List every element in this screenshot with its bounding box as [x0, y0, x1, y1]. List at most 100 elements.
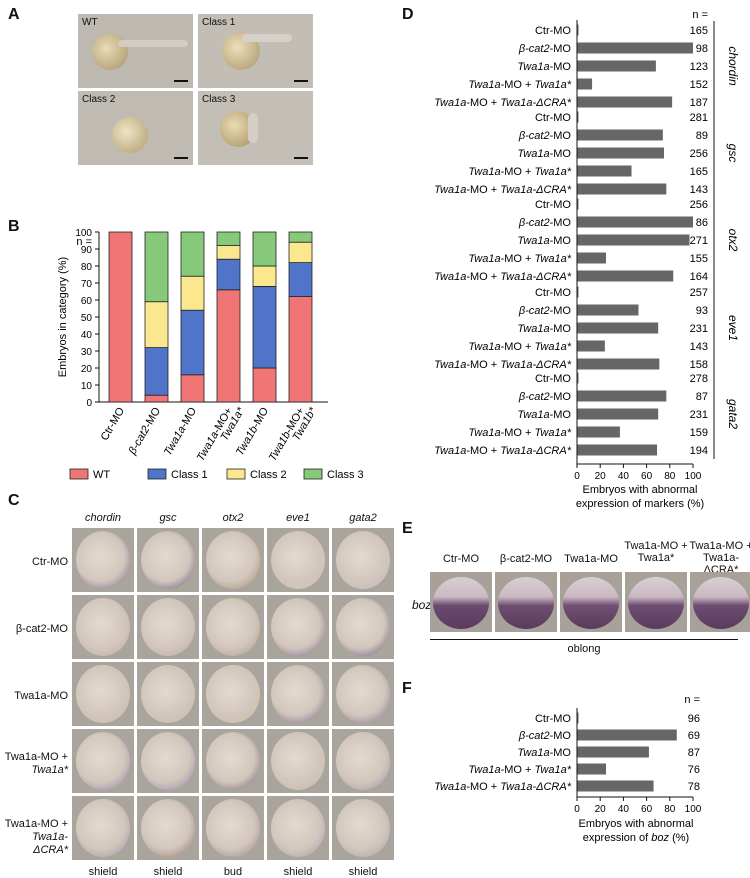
- panel-letter-f: F: [402, 680, 412, 697]
- bar-segment: [108, 231, 133, 403]
- x-tick-label: 100: [685, 804, 702, 815]
- photo-class-1: Class 1: [198, 14, 313, 88]
- y-tick-label: 10: [81, 381, 93, 392]
- row-label-line: Twa1a-MO +: [4, 818, 68, 830]
- panel-letter-a: A: [8, 6, 20, 23]
- d-n-value: 89: [696, 130, 708, 142]
- x-tick-label: 60: [641, 804, 653, 815]
- in-situ-photo: [560, 572, 622, 632]
- legend-swatch: [69, 468, 89, 480]
- d-row-label: β-cat2-MO: [518, 305, 572, 317]
- f-row-label: Ctr-MO: [535, 713, 571, 725]
- column-label: β-cat2-MO: [499, 553, 553, 565]
- panel-letter-e: E: [402, 520, 413, 537]
- d-bar: [577, 322, 659, 334]
- column-label: Twa1a-MO + Twa1a*: [624, 540, 688, 564]
- row-label-line: Twa1a-MO +: [4, 751, 68, 763]
- d-n-value: 164: [690, 271, 708, 283]
- d-n-value: 231: [690, 409, 708, 421]
- embryo-image: [206, 732, 260, 790]
- d-bar: [577, 216, 693, 228]
- f-n-value: 69: [688, 730, 700, 742]
- group-gene-label: eve1: [726, 315, 740, 341]
- d-bar: [577, 340, 605, 352]
- d-n-value: 158: [690, 359, 708, 371]
- d-row-label: β-cat2-MO: [518, 391, 572, 403]
- embryo-image: [433, 577, 489, 629]
- d-n-value: 123: [690, 61, 708, 73]
- d-row-label: Twa1a-MO + Twa1a-ΔCRA*: [434, 184, 572, 196]
- d-bar: [577, 252, 606, 264]
- in-situ-photo: [202, 528, 264, 592]
- d-row-label: Twa1a-MO + Twa1a*: [468, 253, 571, 265]
- d-bar: [577, 286, 579, 298]
- d-n-value: 257: [690, 287, 708, 299]
- embryo-image: [141, 531, 195, 589]
- column-gene-label: otx2: [222, 512, 244, 524]
- d-bar: [577, 426, 620, 438]
- column-gene-label: eve1: [286, 512, 310, 524]
- embryo-image: [141, 598, 195, 656]
- y-tick-label: 80: [81, 262, 93, 273]
- d-n-value: 256: [690, 199, 708, 211]
- d-bar: [577, 111, 579, 123]
- in-situ-photo: [202, 662, 264, 726]
- f-bar: [577, 729, 677, 741]
- in-situ-photo: [267, 595, 329, 659]
- legend-swatch: [226, 468, 246, 480]
- embryo-image: [498, 577, 554, 629]
- d-n-value: 165: [690, 25, 708, 37]
- embryo-image: [628, 577, 684, 629]
- embryo-image: [336, 732, 390, 790]
- embryo-image: [76, 665, 130, 723]
- in-situ-photo: [332, 662, 394, 726]
- embryo-image: [336, 531, 390, 589]
- d-bar: [577, 270, 674, 282]
- bar-segment: [144, 231, 169, 303]
- f-row-label: Twa1a-MO: [517, 747, 571, 759]
- f-row-label: Twa1a-MO + Twa1a*: [468, 764, 571, 776]
- embryo-tail: [242, 34, 292, 42]
- y-tick-label: 30: [81, 347, 93, 358]
- y-tick-label: 60: [81, 296, 93, 307]
- group-gene-label: gata2: [726, 399, 740, 429]
- bar-segment: [252, 231, 277, 267]
- in-situ-photo: [137, 662, 199, 726]
- in-situ-photo: [202, 595, 264, 659]
- d-n-value: 87: [696, 391, 708, 403]
- embryo-image: [336, 665, 390, 723]
- embryo-image: [271, 665, 325, 723]
- d-bar: [577, 42, 693, 54]
- group-gene-label: otx2: [726, 229, 740, 252]
- n-label: n =: [692, 9, 708, 21]
- group-gene-label: chordin: [726, 46, 740, 86]
- f-n-value: 76: [688, 764, 700, 776]
- photo-label: Class 3: [202, 94, 236, 105]
- in-situ-photo: [72, 528, 134, 592]
- d-bar: [577, 129, 663, 141]
- f-bar: [577, 712, 579, 724]
- f-row-label: β-cat2-MO: [518, 730, 572, 742]
- photo-label: WT: [82, 17, 98, 28]
- d-n-value: 93: [696, 305, 708, 317]
- photo-class-2: Class 2: [78, 91, 193, 165]
- x-tick-label: 40: [618, 471, 630, 482]
- d-n-value: 143: [690, 341, 708, 353]
- n-label: n =: [76, 236, 92, 248]
- in-situ-photo: [267, 662, 329, 726]
- in-situ-photo: [332, 528, 394, 592]
- in-situ-photo: [137, 528, 199, 592]
- bar-segment: [216, 231, 241, 247]
- d-n-value: 281: [690, 112, 708, 124]
- column-label: Twa1a-MO: [564, 553, 618, 565]
- d-bar: [577, 165, 632, 177]
- d-bar: [577, 444, 658, 456]
- legend-label: Class 2: [250, 469, 287, 481]
- embryo-image: [112, 117, 148, 153]
- d-n-value: 86: [696, 217, 708, 229]
- d-row-label: Twa1a-MO + Twa1a*: [468, 166, 571, 178]
- group-gene-label: gsc: [726, 144, 740, 163]
- d-row-label: Twa1a-MO: [517, 409, 571, 421]
- d-row-label: Ctr-MO: [535, 373, 571, 385]
- d-n-value: 165: [690, 166, 708, 178]
